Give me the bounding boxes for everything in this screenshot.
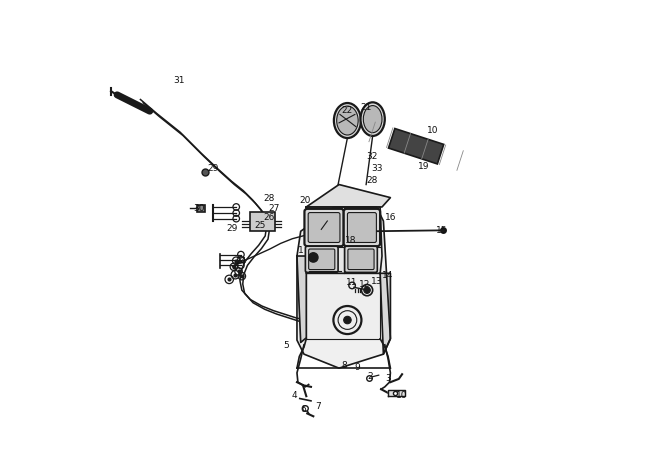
Text: 13: 13	[370, 277, 382, 286]
Ellipse shape	[361, 102, 385, 136]
Text: 7: 7	[315, 402, 320, 411]
Text: 30: 30	[193, 204, 205, 213]
Text: 25: 25	[254, 221, 265, 230]
Polygon shape	[306, 274, 380, 339]
Text: 1: 1	[298, 246, 304, 255]
Circle shape	[344, 316, 351, 324]
Polygon shape	[297, 207, 391, 368]
Text: 10: 10	[396, 391, 408, 400]
Text: 19: 19	[417, 162, 429, 171]
Text: 22: 22	[341, 106, 352, 115]
Text: 33: 33	[372, 164, 383, 172]
Polygon shape	[306, 185, 391, 207]
Ellipse shape	[337, 106, 358, 135]
FancyBboxPatch shape	[344, 246, 378, 273]
Text: 12: 12	[359, 280, 370, 290]
FancyBboxPatch shape	[198, 204, 205, 212]
Text: 5: 5	[283, 341, 289, 350]
FancyBboxPatch shape	[348, 212, 376, 243]
Text: 4: 4	[291, 391, 297, 400]
Text: 29: 29	[207, 164, 218, 172]
Text: 21: 21	[360, 103, 371, 112]
Text: 16: 16	[385, 213, 396, 222]
Text: 15: 15	[436, 226, 448, 235]
FancyBboxPatch shape	[308, 212, 340, 243]
FancyBboxPatch shape	[250, 212, 274, 231]
Ellipse shape	[363, 106, 382, 133]
FancyBboxPatch shape	[344, 209, 380, 246]
Text: 3: 3	[385, 374, 391, 383]
Text: 14: 14	[382, 271, 393, 280]
Text: 8: 8	[341, 361, 347, 370]
Text: 2: 2	[367, 372, 372, 381]
Polygon shape	[306, 207, 382, 274]
Text: 26: 26	[263, 213, 275, 222]
Text: 20: 20	[299, 196, 311, 205]
Text: 28: 28	[263, 195, 275, 204]
Text: 29: 29	[226, 224, 237, 233]
Circle shape	[309, 253, 318, 262]
Text: 32: 32	[366, 152, 378, 161]
Text: 27: 27	[268, 204, 280, 213]
Text: 9: 9	[354, 363, 359, 373]
Text: 28: 28	[366, 176, 378, 185]
Polygon shape	[388, 390, 406, 396]
FancyBboxPatch shape	[306, 246, 338, 273]
Circle shape	[364, 287, 370, 293]
Polygon shape	[297, 256, 306, 343]
Text: 11: 11	[346, 278, 358, 288]
FancyBboxPatch shape	[309, 249, 335, 270]
Text: 24: 24	[235, 257, 246, 266]
Polygon shape	[380, 274, 391, 354]
Text: 6: 6	[301, 405, 306, 414]
Text: 18: 18	[344, 236, 356, 245]
Ellipse shape	[334, 103, 361, 138]
Text: 31: 31	[173, 76, 185, 85]
FancyBboxPatch shape	[304, 209, 344, 246]
Polygon shape	[389, 128, 444, 164]
FancyBboxPatch shape	[348, 249, 374, 270]
Text: 10: 10	[427, 126, 438, 135]
